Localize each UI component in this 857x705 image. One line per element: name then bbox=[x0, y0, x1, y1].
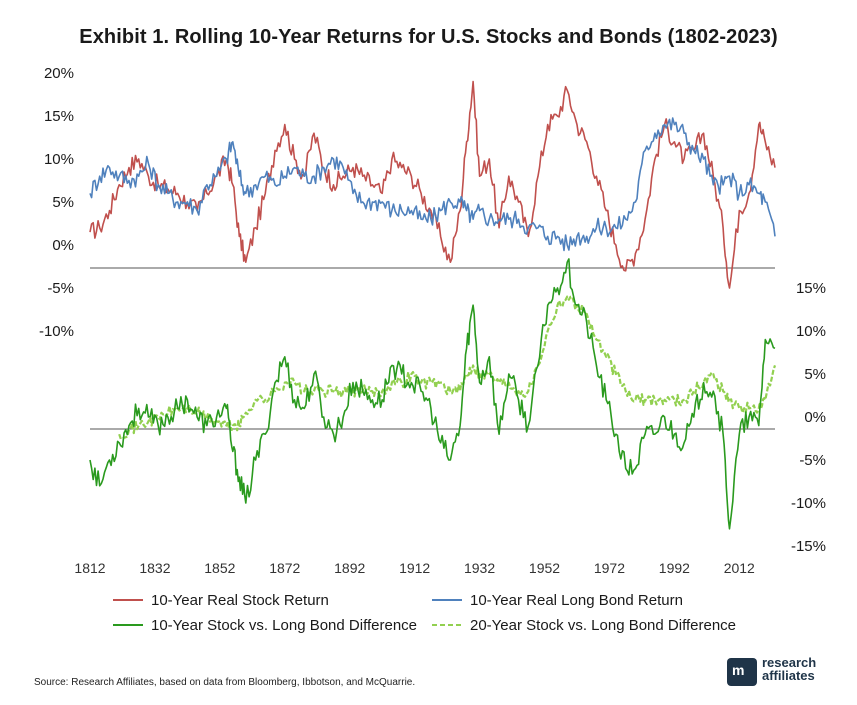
top-y-tick-label: -10% bbox=[39, 323, 74, 340]
bottom-y-axis: 15% 10% 5% 0% -5% -10% -15% bbox=[791, 280, 826, 555]
bottom-y-tick-label: -10% bbox=[791, 495, 826, 512]
top-y-tick-label: 15% bbox=[44, 108, 74, 125]
bottom-y-tick-label: 0% bbox=[804, 409, 826, 426]
bottom-y-tick-label: 15% bbox=[796, 280, 826, 297]
top-y-tick-label: 20% bbox=[44, 65, 74, 82]
legend-diff-10yr-label: 10-Year Stock vs. Long Bond Difference bbox=[151, 617, 417, 634]
zero-baselines bbox=[90, 267, 775, 430]
bottom-y-tick-label: 10% bbox=[796, 323, 826, 340]
logo-text: research affiliates bbox=[762, 656, 816, 682]
top-y-tick-label: 5% bbox=[52, 194, 74, 211]
bottom-y-tick-label: -15% bbox=[791, 538, 826, 555]
x-axis: 1812 1832 1852 1872 1892 1912 1932 1952 1972 1992… bbox=[74, 560, 755, 576]
diff-10yr-line bbox=[89, 258, 776, 530]
x-tick-label: 1932 bbox=[464, 560, 495, 576]
top-y-tick-label: -5% bbox=[47, 280, 74, 297]
source-note: Source: Research Affiliates, based on da… bbox=[34, 677, 416, 688]
top-y-tick-label: 10% bbox=[44, 151, 74, 168]
logo-mark: m bbox=[732, 662, 745, 678]
top-y-tick-label: 0% bbox=[52, 237, 74, 254]
chart-title: Exhibit 1. Rolling 10-Year Returns for U… bbox=[79, 26, 778, 48]
logo-line-1: research bbox=[762, 655, 817, 670]
top-y-axis: 20% 15% 10% 5% 0% -5% -10% bbox=[39, 65, 74, 340]
bottom-y-tick-label: 5% bbox=[804, 366, 826, 383]
diff-20yr-line bbox=[118, 295, 777, 441]
legend-diff-20yr-label: 20-Year Stock vs. Long Bond Difference bbox=[470, 617, 736, 634]
x-tick-label: 1972 bbox=[594, 560, 625, 576]
bond-return-line bbox=[89, 117, 776, 252]
research-affiliates-logo-icon: m bbox=[727, 658, 757, 686]
legend: 10-Year Real Stock Return 10-Year Real Lo… bbox=[113, 592, 736, 634]
x-tick-label: 1912 bbox=[399, 560, 430, 576]
x-tick-label: 1812 bbox=[74, 560, 105, 576]
research-affiliates-logo: m research affiliates bbox=[727, 656, 837, 690]
x-tick-label: 1992 bbox=[659, 560, 690, 576]
logo-line-2: affiliates bbox=[762, 668, 815, 683]
bottom-y-tick-label: -5% bbox=[799, 452, 826, 469]
legend-stock-label: 10-Year Real Stock Return bbox=[151, 592, 329, 609]
stock-return-line bbox=[89, 80, 776, 289]
x-tick-label: 1872 bbox=[269, 560, 300, 576]
x-tick-label: 1852 bbox=[204, 560, 235, 576]
x-tick-label: 1892 bbox=[334, 560, 365, 576]
x-tick-label: 2012 bbox=[724, 560, 755, 576]
x-tick-label: 1832 bbox=[139, 560, 170, 576]
series-layer bbox=[89, 80, 777, 530]
x-tick-label: 1952 bbox=[529, 560, 560, 576]
legend-bond-label: 10-Year Real Long Bond Return bbox=[470, 592, 683, 609]
